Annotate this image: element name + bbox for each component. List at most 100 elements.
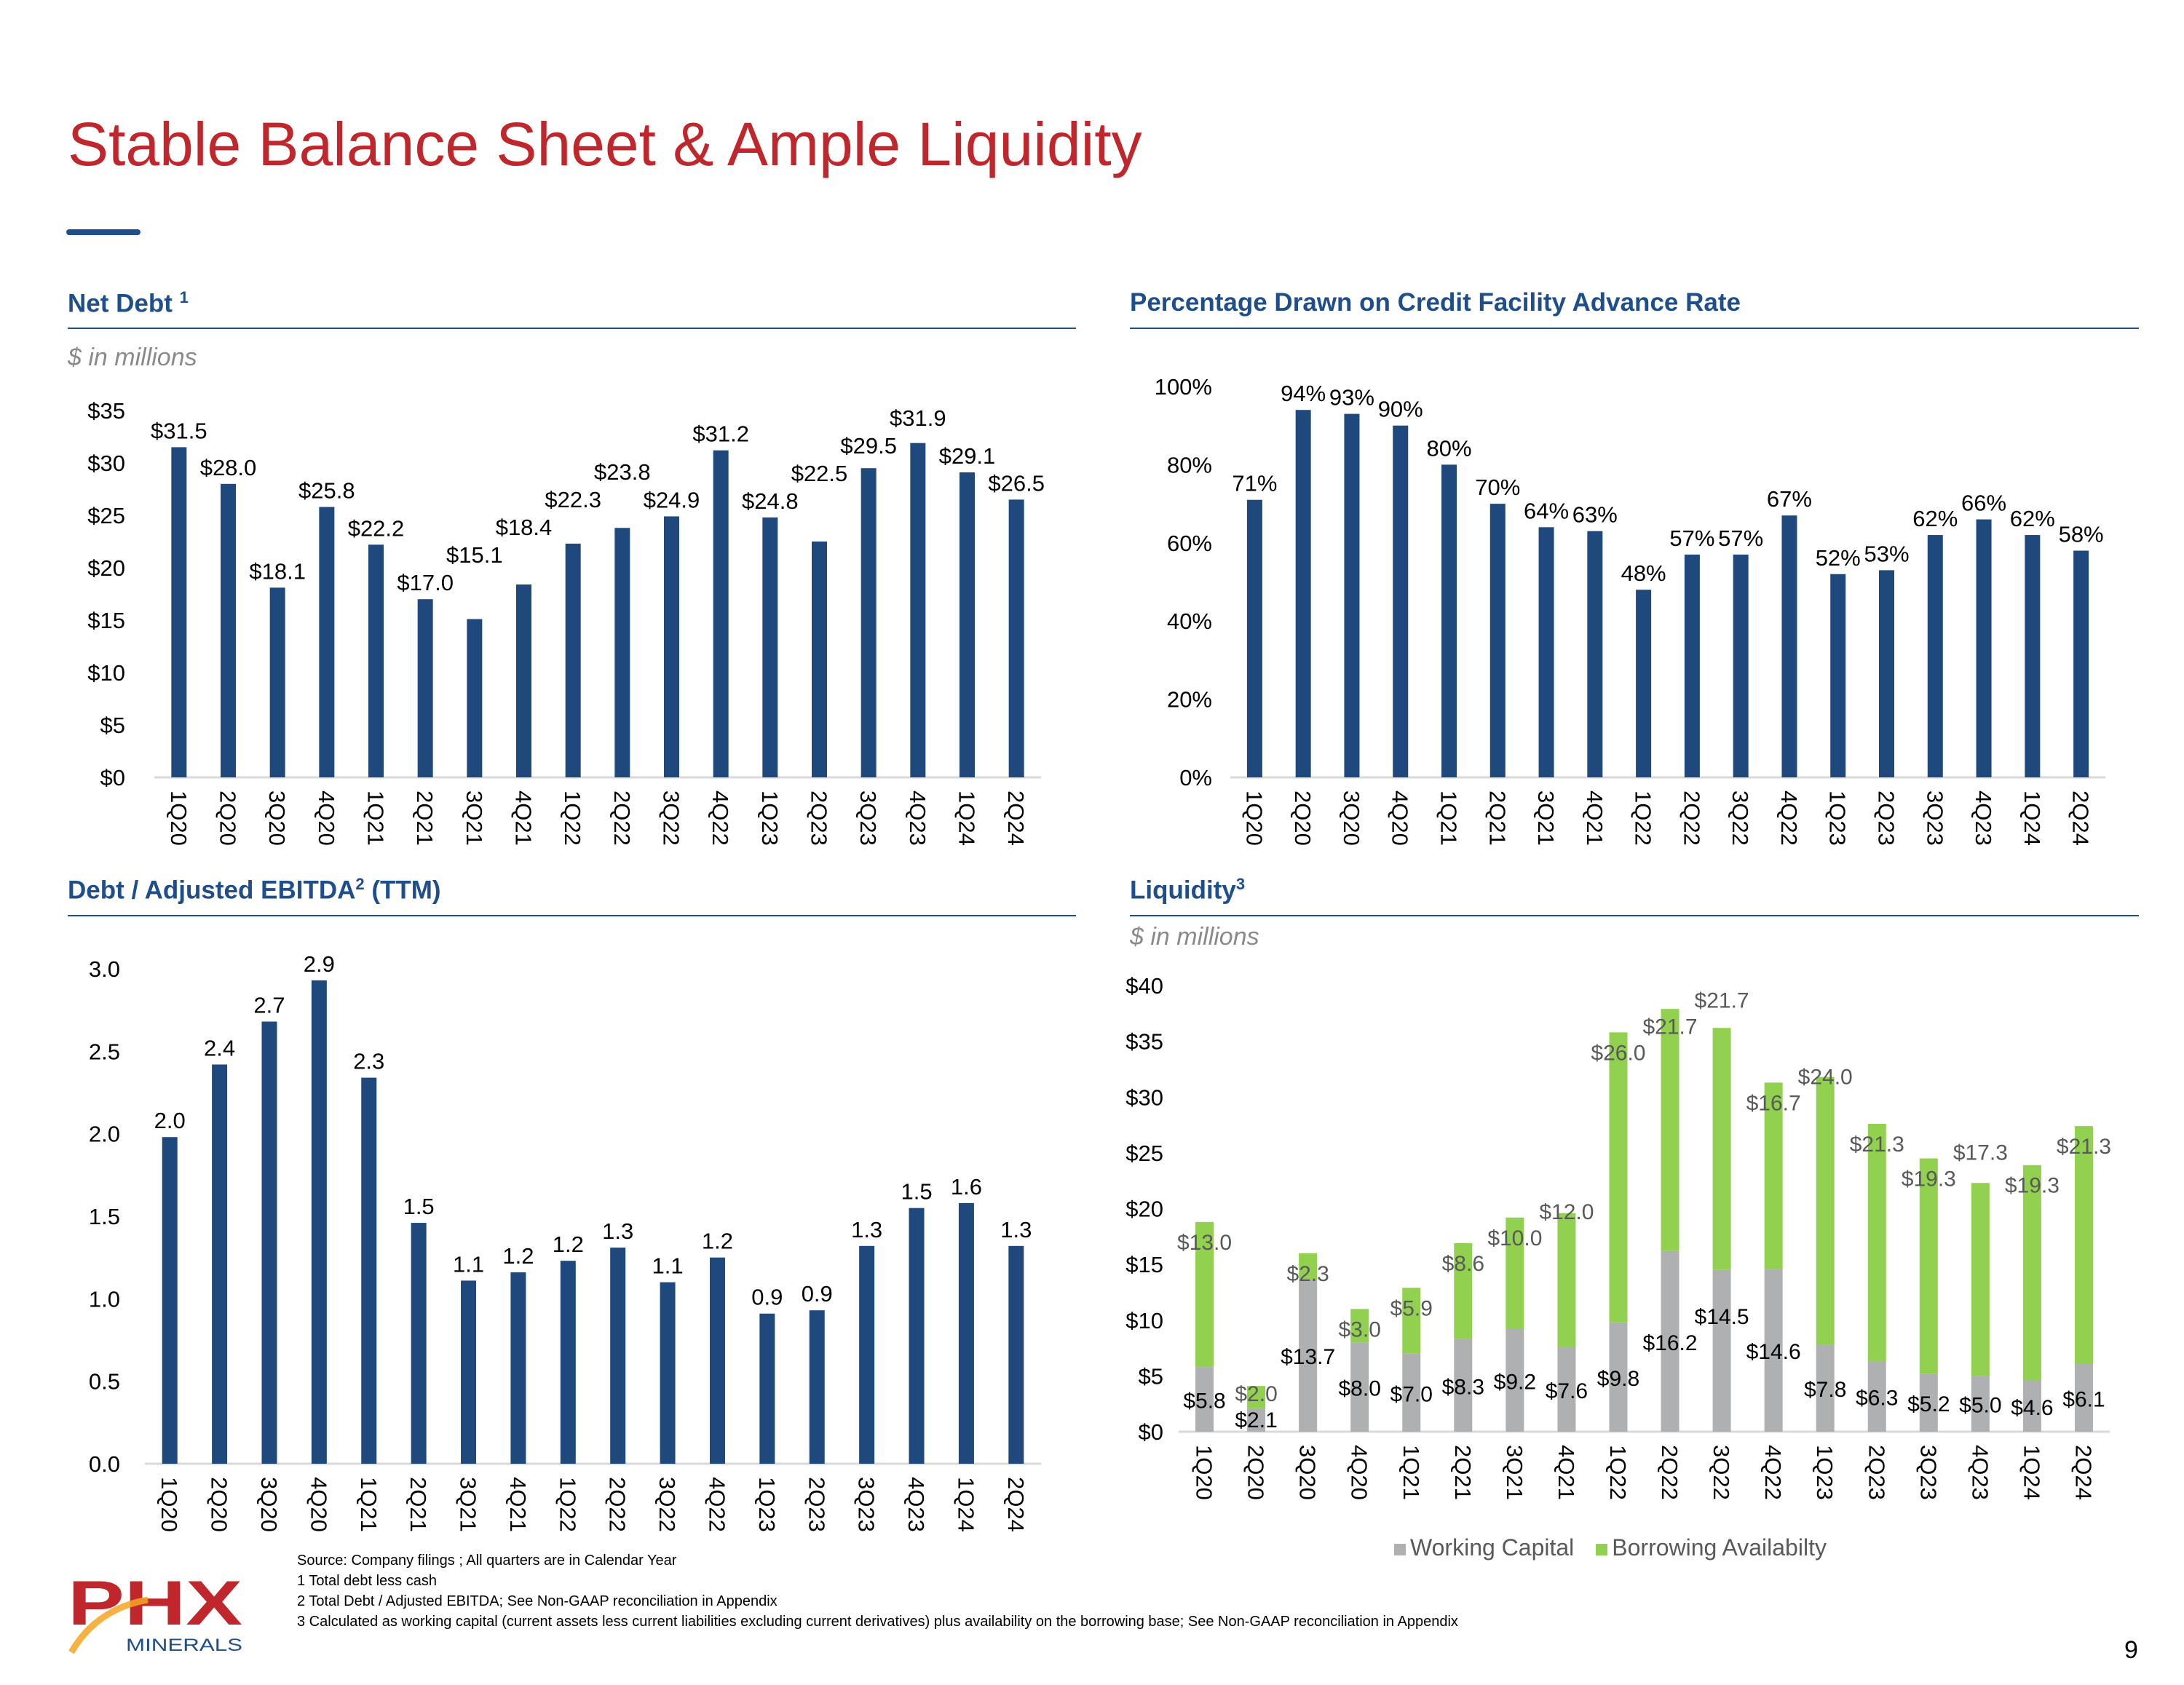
x-tick-label: 2Q22 (605, 1477, 630, 1532)
bar (510, 1272, 526, 1464)
ebitda-header: Debt / Adjusted EBITDA2 (TTM) (68, 875, 441, 905)
bar (1295, 410, 1311, 777)
data-label: 1.3 (1000, 1217, 1032, 1242)
x-tick-label: 4Q21 (1582, 790, 1607, 846)
net-debt-rule (68, 328, 1076, 329)
x-tick-label: 3Q22 (1709, 1445, 1734, 1500)
page-number: 9 (2124, 1636, 2138, 1664)
bar (1879, 570, 1894, 777)
data-label: $25.8 (298, 477, 355, 503)
bar-borrowing (1867, 1124, 1886, 1362)
y-tick-label: $30 (1125, 1085, 1163, 1110)
bar (162, 1137, 178, 1464)
bar-working-capital (1867, 1361, 1886, 1432)
data-label: $16.7 (1746, 1091, 1801, 1115)
x-tick-label: 2Q23 (807, 790, 832, 846)
data-label: $8.3 (1442, 1375, 1484, 1399)
x-tick-label: 2Q22 (609, 790, 635, 846)
bar (859, 1245, 875, 1464)
bar-borrowing (1919, 1158, 1938, 1374)
bar (171, 447, 187, 777)
bar (1441, 464, 1457, 777)
x-tick-label: 2Q21 (412, 790, 438, 846)
y-tick-label: $20 (87, 555, 125, 581)
data-label: 57% (1669, 526, 1714, 551)
bar (812, 542, 827, 777)
y-tick-label: 40% (1167, 608, 1212, 634)
pct-drawn-header: Percentage Drawn on Credit Facility Adva… (1130, 288, 1741, 317)
bar-working-capital (1661, 1250, 1679, 1432)
data-label: $18.4 (496, 515, 553, 540)
bar (610, 1248, 626, 1464)
x-tick-label: 3Q20 (256, 1477, 282, 1532)
y-tick-label: $5 (100, 713, 125, 738)
legend-item-working-capital: Working Capital (1394, 1534, 1574, 1561)
x-tick-label: 1Q24 (953, 1477, 978, 1532)
bar (809, 1310, 825, 1464)
bar-borrowing (1350, 1309, 1369, 1343)
bar (467, 619, 483, 777)
x-tick-label: 2Q24 (1003, 1477, 1029, 1532)
data-label: $19.3 (2005, 1174, 2060, 1198)
x-tick-label: 1Q21 (1436, 790, 1462, 846)
data-label: 1.2 (702, 1229, 733, 1254)
y-tick-label: $35 (87, 398, 125, 424)
x-tick-label: 3Q21 (456, 1477, 481, 1532)
x-tick-label: 1Q24 (954, 790, 980, 846)
data-label: $21.7 (1695, 988, 1749, 1012)
phx-minerals-logo: PHX MINERALS (68, 1572, 242, 1655)
data-label: 2.3 (353, 1049, 384, 1074)
x-tick-label: 4Q22 (1776, 790, 1802, 846)
x-tick-label: 3Q23 (1922, 790, 1947, 846)
x-tick-label: 2Q23 (1864, 1445, 1889, 1500)
liquidity-title: Liquidity (1130, 876, 1236, 905)
data-label: $8.6 (1442, 1252, 1484, 1276)
y-tick-label: $25 (87, 503, 125, 528)
data-label: 2.7 (253, 993, 285, 1018)
x-tick-label: 1Q23 (757, 790, 783, 846)
bar-working-capital (1609, 1322, 1628, 1432)
data-label: 70% (1475, 475, 1520, 500)
data-label: $3.0 (1338, 1317, 1380, 1341)
x-tick-label: 4Q23 (1971, 790, 1996, 846)
data-label: $24.9 (644, 487, 700, 512)
data-label: $23.8 (594, 459, 651, 485)
y-tick-label: $5 (1139, 1363, 1163, 1389)
data-label: $13.7 (1281, 1345, 1335, 1369)
data-label: 94% (1281, 381, 1326, 406)
svg-text:MINERALS: MINERALS (126, 1636, 242, 1655)
x-tick-label: 1Q20 (166, 790, 191, 846)
bar (909, 1208, 925, 1464)
data-label: $6.1 (2062, 1387, 2105, 1411)
footnote-ref: 1 (179, 288, 189, 306)
bar (1008, 499, 1024, 777)
bar-borrowing (1661, 1009, 1679, 1251)
data-label: 62% (1912, 506, 1958, 531)
bar-working-capital (2074, 1363, 2093, 1432)
x-tick-label: 2Q23 (804, 1477, 829, 1532)
bar (1927, 535, 1943, 777)
data-label: $22.2 (348, 515, 405, 541)
x-tick-label: 2Q24 (2070, 1445, 2096, 1500)
data-label: $22.3 (545, 487, 601, 512)
x-tick-label: 3Q23 (1915, 1445, 1941, 1500)
data-label: 1.6 (951, 1174, 982, 1200)
bar (311, 980, 327, 1464)
data-label: 58% (2059, 522, 2104, 547)
data-label: 67% (1767, 486, 1812, 512)
bar (368, 544, 384, 777)
x-tick-label: 1Q21 (363, 790, 389, 846)
bar (713, 450, 729, 777)
y-tick-label: 1.5 (89, 1204, 120, 1229)
bar-working-capital (1816, 1344, 1835, 1432)
bar-borrowing (1506, 1217, 1524, 1330)
x-tick-label: 4Q21 (511, 790, 537, 846)
x-tick-label: 2Q23 (1874, 790, 1899, 846)
bar-working-capital (1971, 1376, 1990, 1432)
x-tick-label: 4Q20 (314, 790, 339, 846)
x-tick-label: 3Q21 (1533, 790, 1559, 846)
bar-working-capital (1350, 1342, 1369, 1432)
data-label: 1.2 (553, 1232, 584, 1257)
y-tick-label: $0 (100, 765, 125, 790)
x-tick-label: 2Q20 (1243, 1445, 1269, 1500)
